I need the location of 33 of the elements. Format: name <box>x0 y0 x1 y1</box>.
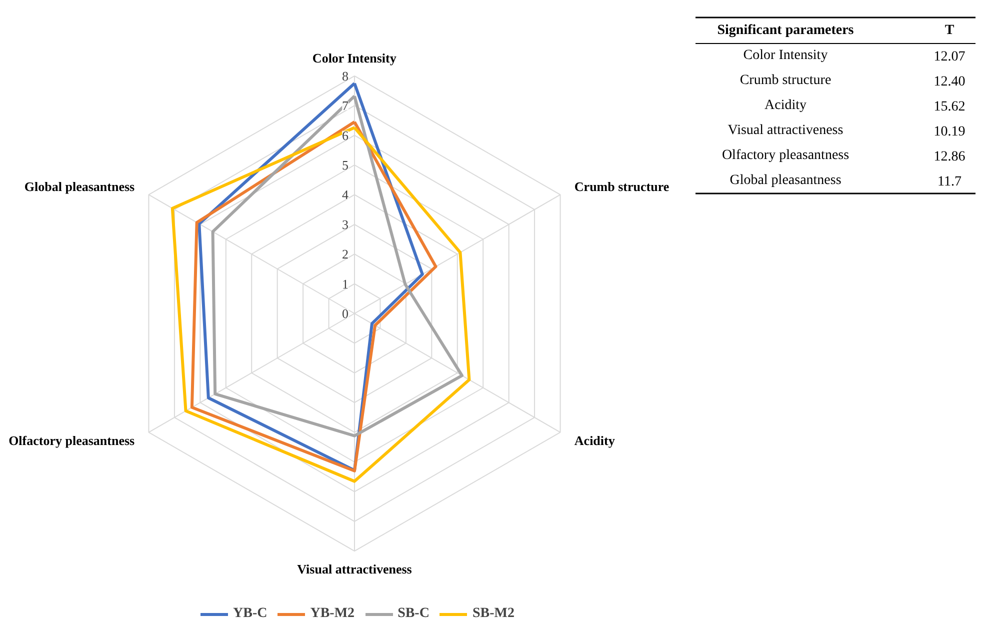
category-label: Visual attractiveness <box>728 123 844 138</box>
text: 12.86 <box>934 150 966 164</box>
spoke-label: Olfactory pleasantness <box>8 432 135 448</box>
text: Significant parameters <box>717 23 854 38</box>
legend-label: SB-M2 <box>472 606 514 622</box>
legend-label: SB-C <box>398 606 430 622</box>
category-label: Acidity <box>764 98 807 113</box>
category-label: Color Intensity <box>743 48 828 63</box>
text: 12.07 <box>934 50 966 64</box>
category-label: Olfactory pleasantness <box>722 148 850 163</box>
spoke-label: Visual attractiveness <box>297 561 412 576</box>
spoke-label: Acidity <box>574 432 616 448</box>
legend-label: YB-M2 <box>310 606 355 622</box>
text: 11.7 <box>938 174 962 190</box>
y-tick-label: 2 <box>342 246 349 262</box>
spoke-label: Color Intensity <box>312 50 397 66</box>
y-tick-label: 6 <box>342 128 350 143</box>
y-tick-label: 5 <box>342 158 349 172</box>
y-tick-label: 1 <box>342 276 349 292</box>
text: 12.40 <box>934 74 966 90</box>
y-tick-label: 0 <box>342 306 349 321</box>
y-tick-label: 4 <box>342 187 350 202</box>
spoke-label: Global pleasantness <box>24 179 135 194</box>
y-tick-label: 7 <box>342 98 350 114</box>
category-label: Crumb structure <box>740 73 832 88</box>
text: 15.62 <box>934 100 966 114</box>
text: 10.19 <box>934 124 966 140</box>
y-tick-label: 3 <box>342 216 349 232</box>
text: T <box>944 23 955 38</box>
legend-label: YB-C <box>233 606 268 622</box>
y-tick-label: 8 <box>342 68 349 84</box>
spoke-label: Crumb structure <box>574 179 670 194</box>
category-label: Global pleasantness <box>730 173 842 188</box>
